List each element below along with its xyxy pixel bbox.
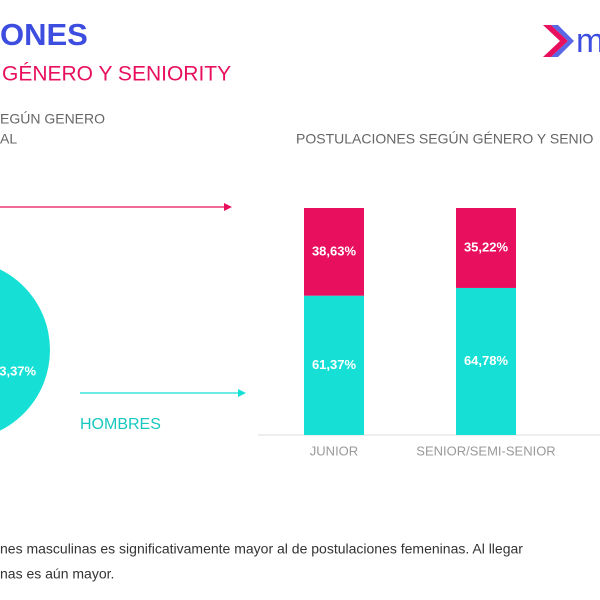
slide-subtitle: GÉNERO Y SENIORITY [2, 63, 231, 86]
bar-label: 61,37% [312, 357, 357, 372]
legend-label: HOMBRES [80, 416, 161, 433]
x-tick-label: JUNIOR [310, 443, 358, 458]
bar-label: 35,22% [464, 239, 509, 254]
slide-title: ONES [0, 17, 88, 52]
bar-title: POSTULACIONES SEGÚN GÉNERO Y SENIO [296, 131, 594, 147]
bar-segment [456, 287, 516, 435]
footer-text: nes masculinas es significativamente may… [0, 541, 523, 557]
pie-label: 63,37% [0, 363, 37, 378]
bar-label: 38,63% [312, 243, 357, 258]
pie-slice [0, 269, 50, 431]
arrow-head [238, 389, 246, 397]
logo-chevron [551, 25, 574, 57]
x-tick-label: SENIOR/SEMI-SENIOR [416, 443, 555, 458]
footer-text: nas es aún mayor. [0, 566, 114, 582]
pie-subtitle: EGÚN GENERO [0, 111, 105, 127]
logo-text: m [576, 22, 600, 60]
bar-segment [456, 208, 516, 288]
bar-segment [304, 208, 364, 296]
bar-segment [304, 295, 364, 435]
logo-chevron [543, 25, 568, 57]
arrow-head [224, 203, 232, 211]
pie-subtitle: AL [0, 131, 17, 147]
bar-label: 64,78% [464, 353, 509, 368]
